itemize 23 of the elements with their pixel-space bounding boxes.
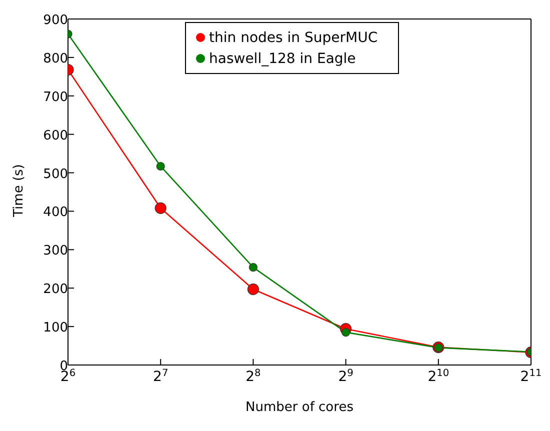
point xyxy=(248,263,258,272)
y-tick-label: 200 xyxy=(43,282,68,298)
y-tick-label: 600 xyxy=(43,128,68,144)
legend-label: thin nodes in SuperMUC xyxy=(209,30,378,46)
y-tick-label: 700 xyxy=(43,90,68,105)
y-tick-label: 100 xyxy=(43,320,68,336)
y-tick-label: 800 xyxy=(43,51,68,66)
point xyxy=(247,283,259,296)
legend-label: haswell_128 in Eagle xyxy=(209,51,356,67)
x-tick-label: 2$^{11}$ xyxy=(520,368,542,385)
y-tick-label: 500 xyxy=(43,166,68,182)
point xyxy=(156,162,165,171)
point xyxy=(342,328,350,337)
y-axis-title: Time (s) xyxy=(12,164,27,218)
y-tick-label: 900 xyxy=(43,13,68,28)
x-axis-title: Number of cores xyxy=(246,400,354,415)
y-tick-label: 300 xyxy=(43,244,68,259)
point xyxy=(154,202,166,214)
x-tick-label: 2$^{7}$ xyxy=(153,368,168,385)
x-tick-label: 2$^{10}$ xyxy=(428,368,450,385)
x-tick-label: 2$^{8}$ xyxy=(246,368,261,385)
x-tick-label: 2$^{9}$ xyxy=(338,368,354,385)
y-tick-label: 400 xyxy=(43,205,68,220)
